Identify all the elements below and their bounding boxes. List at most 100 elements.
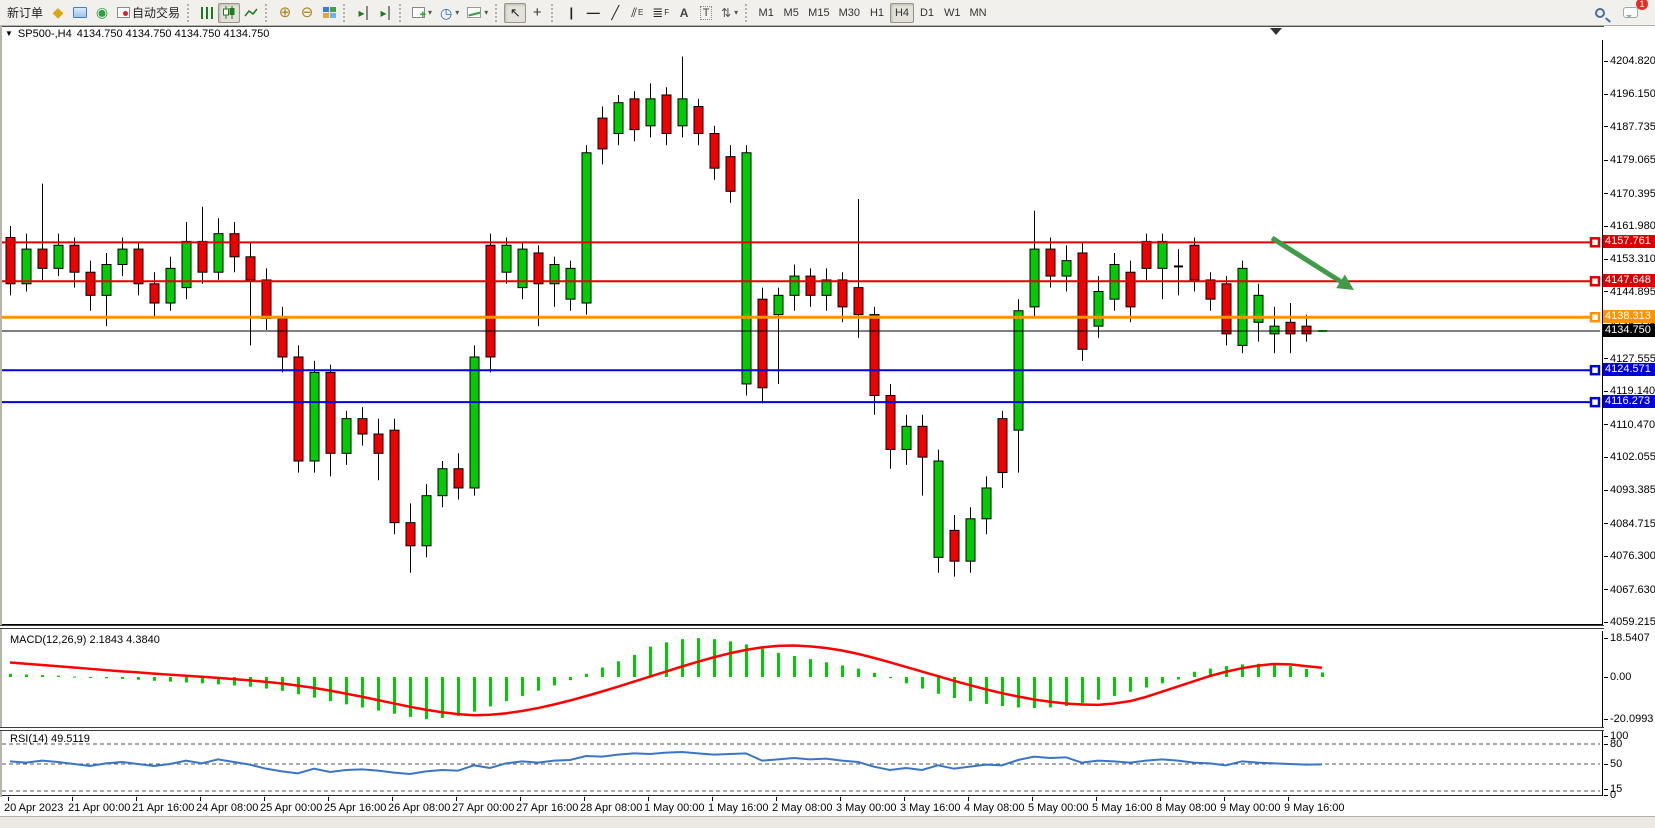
gold-gem-icon: ◆ <box>52 4 64 20</box>
trendline-button[interactable]: ╱ <box>604 3 626 23</box>
timeframe-D1[interactable]: D1 <box>919 6 935 19</box>
timeframe-M1[interactable]: M1 <box>758 6 774 19</box>
candlestick <box>165 256 176 311</box>
zoom-in-button[interactable]: ⊕ <box>274 3 296 23</box>
price-tick-label: 4102.055 <box>1604 451 1655 463</box>
market-watch-button[interactable]: ◆ <box>47 3 69 23</box>
channel-button[interactable]: ⫽ E <box>631 4 644 20</box>
timeframe-M30[interactable]: M30 <box>838 6 860 19</box>
signals-button[interactable]: ◉ <box>91 3 113 23</box>
cursor-button[interactable]: ↖ <box>504 2 527 23</box>
autotrading-button[interactable]: 自动交易 <box>113 3 184 23</box>
price-axis[interactable]: 4204.820 4196.150 4187.735 4179.065 4170.395… <box>1603 26 1655 801</box>
candlestick <box>1061 245 1072 292</box>
macd-histogram-bar <box>537 677 540 691</box>
signal-icon: ◉ <box>95 4 109 20</box>
candlestick <box>453 453 464 500</box>
arrows-icon: ⇅ <box>721 5 732 20</box>
candlestick <box>709 125 720 180</box>
line-chart-button[interactable] <box>240 3 262 23</box>
new-order-button[interactable]: 新订单 <box>3 3 47 23</box>
candlestick <box>213 218 224 280</box>
candlestick <box>373 418 384 481</box>
line-handle[interactable] <box>1589 364 1601 376</box>
search-button[interactable] <box>1589 3 1611 23</box>
candlestick <box>1269 306 1280 354</box>
timeframe-H4[interactable]: H4 <box>889 2 914 23</box>
vertical-line-icon: | <box>569 5 574 20</box>
notifications-button[interactable]: 1 <box>1619 0 1648 23</box>
text-label-button[interactable]: T <box>695 3 717 23</box>
chart-title-bar[interactable]: ▼ SP500-,H4 4134.750 4134.750 4134.750 4… <box>0 26 1655 40</box>
terminal-button[interactable] <box>69 3 91 23</box>
macd-histogram-bar <box>73 676 76 678</box>
time-label: 25 Apr 16:00 <box>324 802 387 814</box>
timeframe-M5[interactable]: M5 <box>783 6 799 19</box>
candlestick <box>197 206 208 284</box>
candlestick-chart-button[interactable] <box>218 2 241 23</box>
macd-histogram-bar <box>553 677 556 686</box>
time-label: 27 Apr 16:00 <box>516 802 579 814</box>
candlestick <box>885 383 896 469</box>
tile-windows-button[interactable] <box>318 3 340 23</box>
candlestick <box>469 345 480 496</box>
candlestick <box>117 237 128 277</box>
bar-chart-button[interactable] <box>196 3 218 23</box>
trend-arrow[interactable] <box>1270 235 1342 284</box>
candlestick <box>181 222 192 300</box>
time-tick <box>968 797 969 801</box>
macd-histogram-bar <box>377 677 380 711</box>
timeframe-W1[interactable]: W1 <box>943 6 961 19</box>
periods-button[interactable]: ◷ ▾ <box>436 3 463 23</box>
chart-shift-button[interactable]: ▸ <box>374 3 396 23</box>
zoom-out-button[interactable]: ⊖ <box>296 3 318 23</box>
collapse-triangle-icon[interactable]: ▼ <box>5 29 13 38</box>
price-tick-label: 4153.310 <box>1604 253 1655 265</box>
text-tool-button[interactable]: A <box>673 3 695 23</box>
monitor-icon <box>73 7 88 18</box>
chart-symbol-title: SP500-,H4 <box>17 27 72 40</box>
main-price-chart[interactable] <box>2 40 1603 625</box>
arrows-tool-button[interactable]: ⇅ ▾ <box>717 3 742 23</box>
chevron-down-icon: ▾ <box>455 8 460 17</box>
macd-histogram-bar <box>1177 677 1180 680</box>
auto-scroll-button[interactable]: ▸ <box>352 3 374 23</box>
fibonacci-button[interactable]: ≣ F <box>652 4 670 20</box>
macd-histogram-bar <box>921 677 924 689</box>
line-handle[interactable] <box>1589 311 1601 323</box>
vertical-line-button[interactable]: | <box>560 3 582 23</box>
candlestick <box>661 87 672 146</box>
chart-shift-marker[interactable] <box>1270 28 1282 35</box>
time-tick <box>776 797 777 801</box>
line-handle[interactable] <box>1589 396 1601 408</box>
price-line-label: 4147.648 <box>1603 274 1655 288</box>
rsi-panel[interactable]: RSI(14) 49.5119 <box>2 731 1603 796</box>
macd-histogram-bar <box>393 677 396 714</box>
horizontal-line-button[interactable]: — <box>582 3 604 23</box>
new-chart-icon <box>412 7 426 21</box>
crosshair-button[interactable]: + <box>526 3 548 23</box>
candlestick <box>149 272 160 319</box>
panel-separator[interactable] <box>0 727 1655 731</box>
toolbar-grip <box>343 3 347 22</box>
line-handle[interactable] <box>1589 237 1601 248</box>
timeframe-M15[interactable]: M15 <box>808 6 830 19</box>
line-handle[interactable] <box>1589 276 1601 287</box>
price-tick-label: 4161.980 <box>1604 220 1655 232</box>
candlestick <box>965 507 976 573</box>
time-axis[interactable]: 20 Apr 2023 21 Apr 00:00 21 Apr 16:00 24 Ap… <box>2 797 1603 816</box>
macd-histogram-bar <box>1193 671 1196 677</box>
rsi-line <box>9 750 1323 776</box>
macd-panel[interactable]: MACD(12,26,9) 2.1843 4.3840 <box>2 631 1603 727</box>
toolbar-grip <box>399 3 403 22</box>
new-chart-button[interactable]: ▾ <box>408 3 436 23</box>
indicators-button[interactable]: ▾ <box>463 3 492 23</box>
panel-separator[interactable] <box>0 625 1655 629</box>
timeframe-MN[interactable]: MN <box>969 6 987 19</box>
time-label: 3 May 16:00 <box>900 802 961 814</box>
chevron-down-icon: ▾ <box>484 8 489 17</box>
timeframe-H1[interactable]: H1 <box>869 6 885 19</box>
trend-arrow-head[interactable] <box>1336 274 1354 290</box>
macd-histogram-bar <box>345 677 348 705</box>
autotrading-icon <box>117 7 131 18</box>
